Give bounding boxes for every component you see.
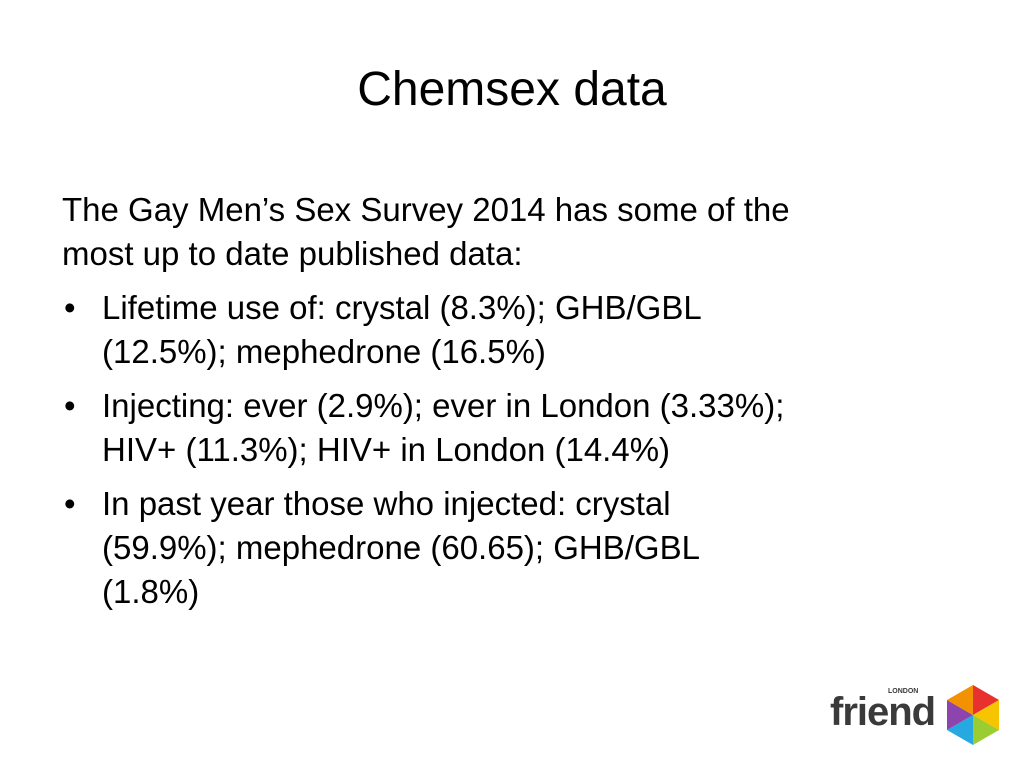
bullet-list: • Lifetime use of: crystal (8.3%); GHB/GB… (62, 286, 982, 614)
text-line: The Gay Men’s Sex Survey 2014 has some o… (62, 191, 790, 228)
logo-piece (947, 685, 973, 715)
logo-piece (973, 700, 999, 730)
bullet-dot: • (64, 289, 76, 326)
text-line: Lifetime use of: crystal (8.3%); GHB/GBL (102, 289, 702, 326)
bullet-item: • Lifetime use of: crystal (8.3%); GHB/GB… (62, 286, 982, 374)
slide-title: Chemsex data (357, 63, 667, 116)
logo-name: friend (830, 690, 936, 734)
text-line: Injecting: ever (2.9%); ever in London (… (102, 387, 785, 424)
text-line: (12.5%); mephedrone (16.5%) (102, 333, 546, 370)
text-line: (1.8%) (102, 573, 200, 610)
bullet-dot: • (64, 387, 76, 424)
logo-piece (973, 685, 999, 715)
logo-piece (947, 700, 973, 730)
bullet-item: • Injecting: ever (2.9%); ever in London … (62, 384, 982, 472)
logo-piece (947, 715, 973, 745)
text-line: most up to date published data: (62, 235, 523, 272)
text-line: HIV+ (11.3%); HIV+ in London (14.4%) (102, 431, 671, 468)
slide-body: The Gay Men’s Sex Survey 2014 has some o… (62, 188, 982, 624)
bullet-dot: • (64, 485, 76, 522)
logo: friend LONDON (830, 682, 1010, 752)
text-line: In past year those who injected: crystal (102, 485, 671, 522)
intro: The Gay Men’s Sex Survey 2014 has some o… (62, 188, 982, 276)
bullet-item: • In past year those who injected: crysta… (62, 482, 982, 614)
logo-mark (947, 685, 999, 745)
logo-piece (973, 715, 999, 745)
text-line: (59.9%); mephedrone (60.65); GHB/GBL (102, 529, 700, 566)
logo-tag: LONDON (888, 688, 919, 695)
